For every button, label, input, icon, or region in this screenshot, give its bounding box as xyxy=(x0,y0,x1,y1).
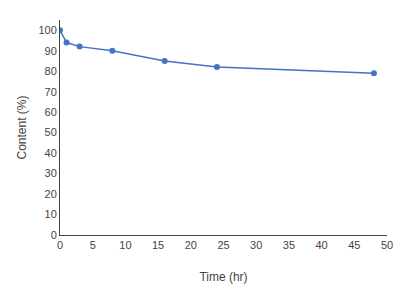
svg-text:40: 40 xyxy=(315,239,327,251)
svg-text:20: 20 xyxy=(45,188,57,200)
svg-text:Time (hr): Time (hr) xyxy=(199,270,247,284)
svg-text:5: 5 xyxy=(90,239,96,251)
svg-text:Content (%): Content (%) xyxy=(15,95,29,159)
svg-text:80: 80 xyxy=(45,65,57,77)
svg-text:30: 30 xyxy=(250,239,262,251)
svg-text:60: 60 xyxy=(45,106,57,118)
svg-text:35: 35 xyxy=(283,239,295,251)
svg-text:10: 10 xyxy=(45,208,57,220)
svg-text:0: 0 xyxy=(51,229,57,241)
svg-text:50: 50 xyxy=(381,239,393,251)
svg-text:20: 20 xyxy=(185,239,197,251)
svg-text:40: 40 xyxy=(45,147,57,159)
svg-text:50: 50 xyxy=(45,126,57,138)
svg-text:90: 90 xyxy=(45,45,57,57)
svg-text:0: 0 xyxy=(57,239,63,251)
svg-text:45: 45 xyxy=(348,239,360,251)
svg-text:70: 70 xyxy=(45,86,57,98)
svg-text:10: 10 xyxy=(119,239,131,251)
svg-text:100: 100 xyxy=(38,24,56,36)
svg-text:15: 15 xyxy=(152,239,164,251)
svg-text:30: 30 xyxy=(45,167,57,179)
svg-text:25: 25 xyxy=(217,239,229,251)
